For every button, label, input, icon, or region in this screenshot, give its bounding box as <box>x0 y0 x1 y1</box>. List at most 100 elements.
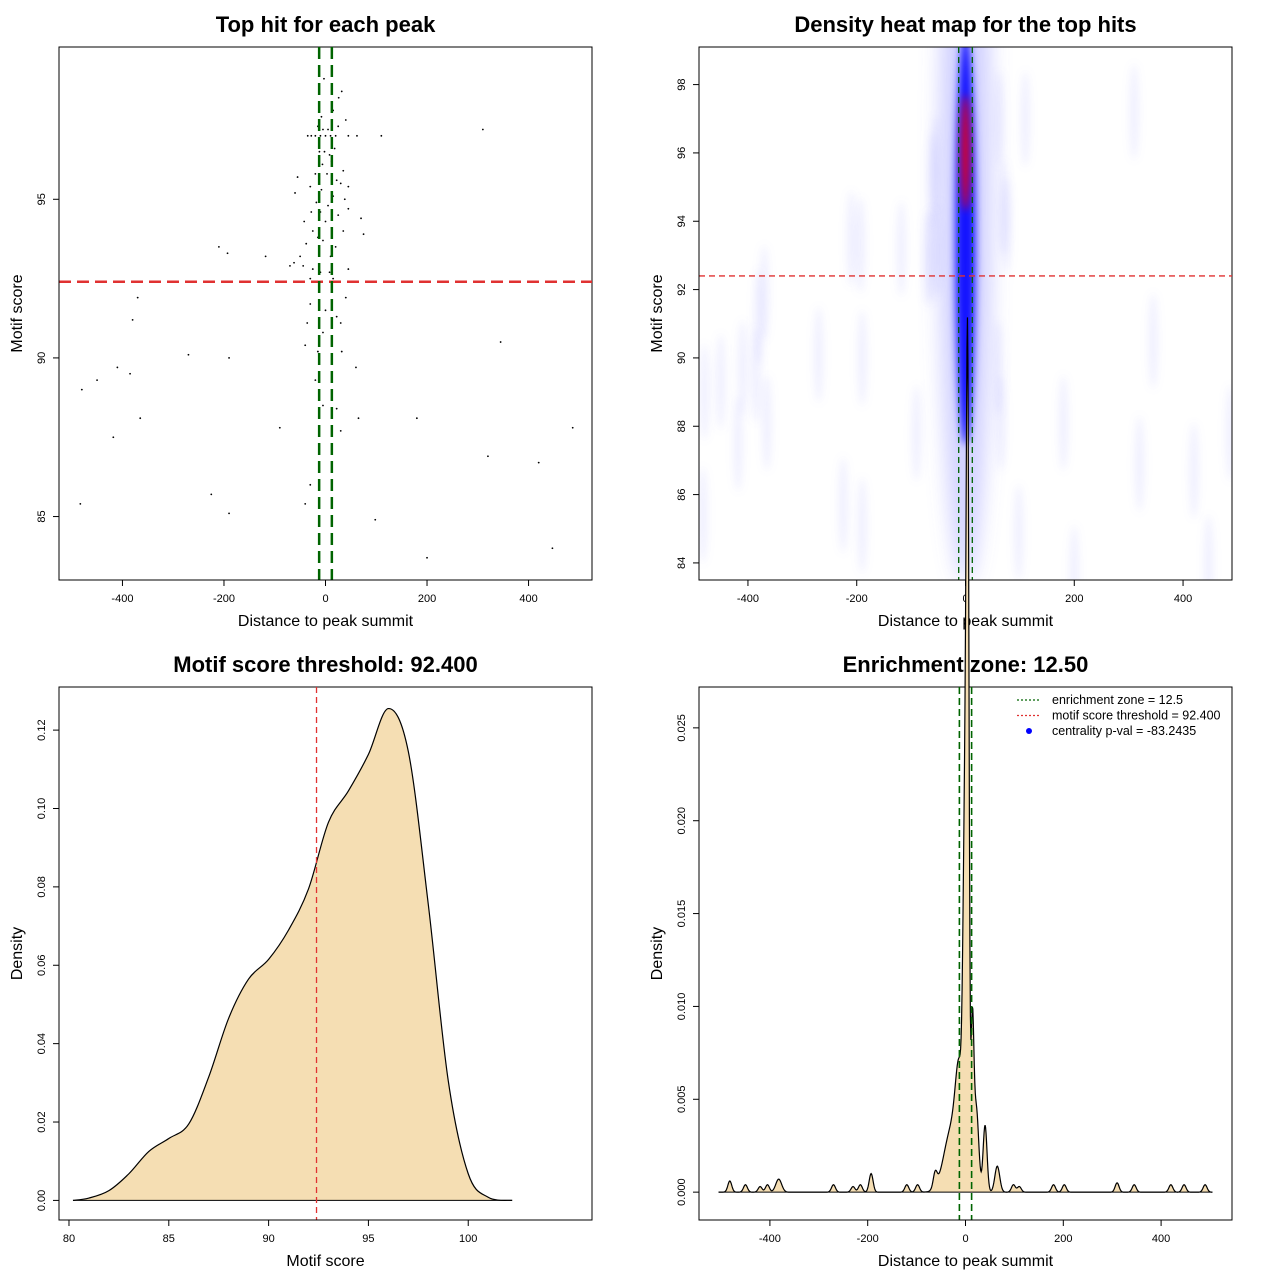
data-point <box>340 90 343 93</box>
data-point <box>339 322 342 324</box>
data-point <box>332 277 335 280</box>
scatter-points <box>79 77 574 559</box>
x-tick-label: 400 <box>519 593 537 605</box>
density-area <box>718 317 1213 1193</box>
data-point <box>339 429 342 432</box>
data-point <box>80 388 83 391</box>
data-point <box>316 350 319 353</box>
y-tick-label: 0.020 <box>676 807 688 835</box>
data-point <box>187 353 190 356</box>
data-point <box>324 134 327 137</box>
data-point <box>306 322 309 324</box>
data-point <box>311 230 314 232</box>
data-point <box>335 315 338 318</box>
data-point <box>415 417 418 420</box>
distance-density-panel: enrichment zone = 12.5 motif score thresh… <box>649 317 1233 1270</box>
data-point <box>324 309 327 312</box>
x-axis-label: Distance to peak summit <box>238 613 414 630</box>
data-point <box>347 207 350 210</box>
data-point <box>314 173 317 175</box>
y-tick-label: 0.000 <box>676 1178 688 1206</box>
data-point <box>360 217 362 220</box>
data-point <box>309 277 312 280</box>
y-tick-label: 95 <box>36 193 48 205</box>
heatmap-density <box>699 47 1232 580</box>
data-point <box>322 331 324 334</box>
data-point <box>226 252 229 255</box>
data-point <box>340 350 343 353</box>
x-tick-label: 85 <box>163 1233 175 1245</box>
data-point <box>342 169 345 172</box>
x-axis-label: Motif score <box>286 1253 364 1270</box>
data-point <box>314 379 317 382</box>
data-point <box>96 379 98 382</box>
density-blob <box>1188 422 1199 519</box>
density-area <box>72 708 513 1201</box>
data-point <box>334 134 337 137</box>
density-core <box>955 47 976 445</box>
legend: enrichment zone = 12.5 motif score thresh… <box>1017 693 1221 738</box>
y-tick-label: 0.02 <box>36 1111 48 1132</box>
data-point <box>426 556 428 559</box>
data-point <box>264 255 267 258</box>
x-tick-label: -400 <box>759 1233 781 1245</box>
x-tick-label: 95 <box>362 1233 374 1245</box>
legend-label: motif score threshold = 92.400 <box>1052 709 1221 723</box>
data-point <box>327 204 329 207</box>
plot-frame <box>58 46 593 581</box>
x-tick-label: 400 <box>1174 593 1192 605</box>
x-tick-label: 80 <box>63 1233 75 1245</box>
density-blob <box>699 344 710 441</box>
data-point <box>278 426 281 429</box>
density-blob <box>896 200 907 297</box>
x-tick-label: 0 <box>962 1233 968 1245</box>
data-point <box>343 198 346 201</box>
data-point <box>487 455 489 458</box>
y-tick-label: 0.015 <box>676 900 688 928</box>
density-blob <box>846 190 857 287</box>
y-tick-label: 98 <box>676 78 688 90</box>
x-tick-label: 0 <box>322 593 328 605</box>
y-tick-label: 0.10 <box>36 798 48 819</box>
data-point <box>210 493 213 496</box>
density-blob <box>1001 176 1012 273</box>
x-axis: -400 -200 0 200 400 <box>737 579 1192 605</box>
x-axis: -400 -200 0 200 400 <box>111 579 538 605</box>
data-point <box>326 173 328 175</box>
data-point <box>322 239 324 242</box>
density-blob <box>699 467 708 564</box>
x-tick-label: -400 <box>737 593 759 605</box>
x-tick-label: -200 <box>213 593 235 605</box>
y-axis: 84 86 88 90 92 94 96 98 <box>676 78 700 569</box>
data-point <box>228 357 230 359</box>
y-axis-label: Density <box>649 927 666 980</box>
data-point <box>112 436 115 439</box>
data-point <box>374 518 377 521</box>
y-tick-label: 0.08 <box>36 876 48 897</box>
data-point <box>218 245 220 248</box>
density-blob <box>1129 63 1140 160</box>
data-point <box>339 182 342 185</box>
chart-title: Motif score threshold: 92.400 <box>173 652 477 677</box>
data-point <box>318 150 321 153</box>
density-blob <box>857 477 868 574</box>
data-point <box>337 214 340 217</box>
data-point <box>499 341 502 343</box>
data-point <box>335 179 338 182</box>
x-axis-label: Distance to peak summit <box>878 1253 1054 1270</box>
density-blob <box>1058 374 1069 471</box>
data-point <box>322 128 324 131</box>
y-tick-label: 0.010 <box>676 993 688 1021</box>
data-point <box>322 404 324 407</box>
data-point <box>314 134 317 137</box>
y-tick-label: 0.00 <box>36 1190 48 1211</box>
x-tick-label: 100 <box>459 1233 477 1245</box>
x-axis: -400 -200 0 200 400 <box>759 1219 1170 1245</box>
data-point <box>356 134 358 137</box>
y-axis: 85 90 95 <box>36 193 60 523</box>
data-point <box>299 255 302 258</box>
y-tick-label: 90 <box>36 352 48 364</box>
data-point <box>319 134 322 137</box>
y-axis-label: Density <box>9 927 26 980</box>
data-point <box>355 366 357 369</box>
